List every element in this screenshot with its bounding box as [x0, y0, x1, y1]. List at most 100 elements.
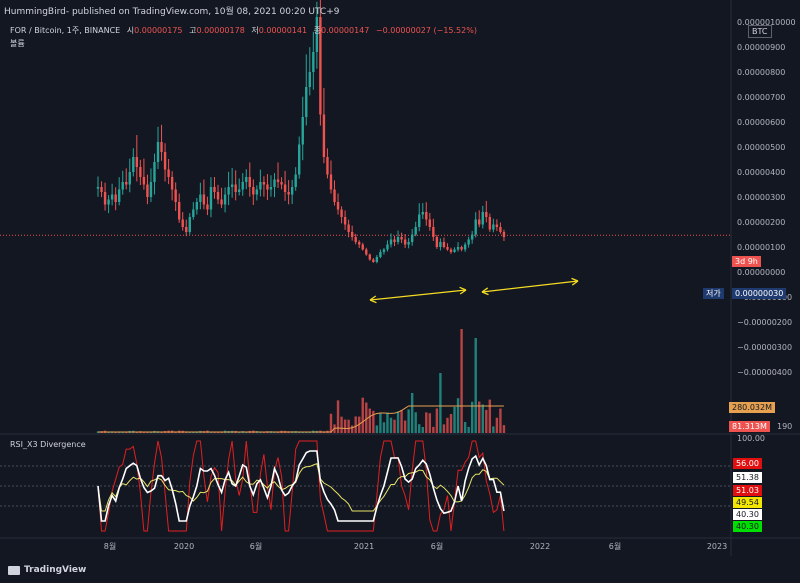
rsi-main-line	[97, 450, 505, 522]
volume-bar	[421, 426, 424, 433]
arrow-shaft	[481, 280, 579, 293]
candle-body	[326, 157, 329, 175]
volume-bar	[400, 409, 403, 433]
volume-bar	[485, 409, 488, 433]
candle-body	[230, 184, 234, 187]
candle-body	[103, 192, 107, 205]
candle-body	[389, 239, 393, 245]
price-tick-label: 0.00000000	[737, 268, 785, 277]
price-tick-label: 0.00000500	[737, 143, 785, 152]
volume-bar	[393, 419, 396, 433]
time-tick-label: 2022	[530, 542, 550, 551]
candle-body	[248, 177, 251, 187]
arrow-head	[369, 295, 377, 301]
candle-body	[386, 244, 389, 250]
candle-body	[400, 237, 403, 240]
volume-bar	[488, 399, 492, 433]
volume-bar	[350, 425, 354, 433]
candle-body	[347, 224, 350, 232]
candle-body	[418, 214, 421, 227]
volume-bar	[439, 373, 442, 433]
volume-bar	[463, 421, 467, 433]
candle-body	[499, 227, 502, 232]
low-value-badge: 0.00000030	[732, 288, 787, 299]
grid-lines	[0, 0, 800, 556]
candle-body	[365, 249, 368, 255]
volume-bar	[446, 417, 449, 433]
high-value: 0.00000178	[196, 26, 245, 35]
candle-body	[358, 242, 361, 245]
candle-body	[283, 184, 287, 192]
rsi-title[interactable]: RSI_X3 Divergence	[10, 440, 86, 449]
candle-body	[153, 162, 156, 182]
tradingview-brand[interactable]: TradingView	[8, 565, 86, 575]
candle-body	[149, 182, 153, 197]
price-tick-label: 0.00000200	[737, 218, 785, 227]
candle-body	[463, 244, 467, 250]
candle-body	[354, 237, 357, 242]
candle-body	[350, 232, 354, 237]
high-label: 고	[189, 26, 197, 35]
candle-body	[474, 219, 477, 235]
candle-body	[449, 249, 453, 252]
candle-body	[492, 224, 495, 230]
volume-bar	[425, 412, 428, 433]
candle-body	[460, 247, 463, 250]
candle-body	[223, 194, 227, 205]
volume-bar	[478, 401, 481, 433]
annotations	[369, 277, 579, 304]
low-value: 0.00000141	[258, 26, 308, 35]
rsi-panel	[0, 440, 730, 532]
change-value: −0.00000027 (−15.52%)	[375, 26, 477, 35]
currency-box[interactable]: BTC	[748, 25, 772, 38]
arrow-head	[571, 280, 579, 286]
candle-body	[372, 259, 375, 262]
candle-body	[481, 212, 484, 225]
candle-body	[343, 217, 347, 225]
candle-body	[439, 242, 442, 247]
candle-body	[255, 189, 259, 195]
volume-bar	[449, 414, 453, 433]
volume-bar	[386, 412, 389, 433]
rsi-badge-2: 51.38	[733, 472, 762, 483]
time-tick-label: 2020	[174, 542, 194, 551]
volume-bars	[96, 329, 506, 433]
candle-body	[382, 249, 386, 252]
candle-body	[96, 187, 100, 189]
volume-bar	[414, 412, 417, 433]
volume-bar	[379, 413, 382, 433]
volume-bar	[474, 338, 477, 433]
candle-body	[252, 187, 255, 195]
candle-body	[195, 202, 199, 210]
volume-bar	[407, 409, 410, 433]
candle-body	[410, 234, 414, 242]
candle-body	[262, 182, 266, 185]
price-tick-label: 0.00000900	[737, 43, 785, 52]
price-tick-label: 0.0000010000	[737, 18, 796, 27]
candle-body	[294, 174, 297, 187]
candle-body	[456, 247, 460, 250]
candle-body	[181, 219, 184, 227]
candle-body	[273, 179, 276, 187]
close-label: 종	[313, 26, 321, 35]
volume-bar	[435, 408, 439, 433]
candle-body	[442, 242, 446, 247]
volume-bar	[336, 400, 340, 433]
candle-body	[315, 17, 319, 52]
candle-body	[287, 192, 290, 195]
volume-bar	[343, 419, 347, 433]
arrow-head	[571, 277, 579, 282]
candle-body	[160, 142, 163, 152]
volume-bar	[382, 422, 386, 433]
candle-body	[110, 194, 114, 200]
volume-bar	[329, 413, 333, 433]
candle-body	[428, 219, 432, 227]
volume-bar	[428, 413, 432, 433]
price-tick-label: −0.00000400	[737, 368, 792, 377]
candle-body	[312, 52, 315, 72]
candle-body	[121, 182, 124, 190]
price-tick-label: −0.00000200	[737, 318, 792, 327]
low-label-badge: 저가	[703, 288, 724, 299]
candle-body	[209, 187, 213, 210]
